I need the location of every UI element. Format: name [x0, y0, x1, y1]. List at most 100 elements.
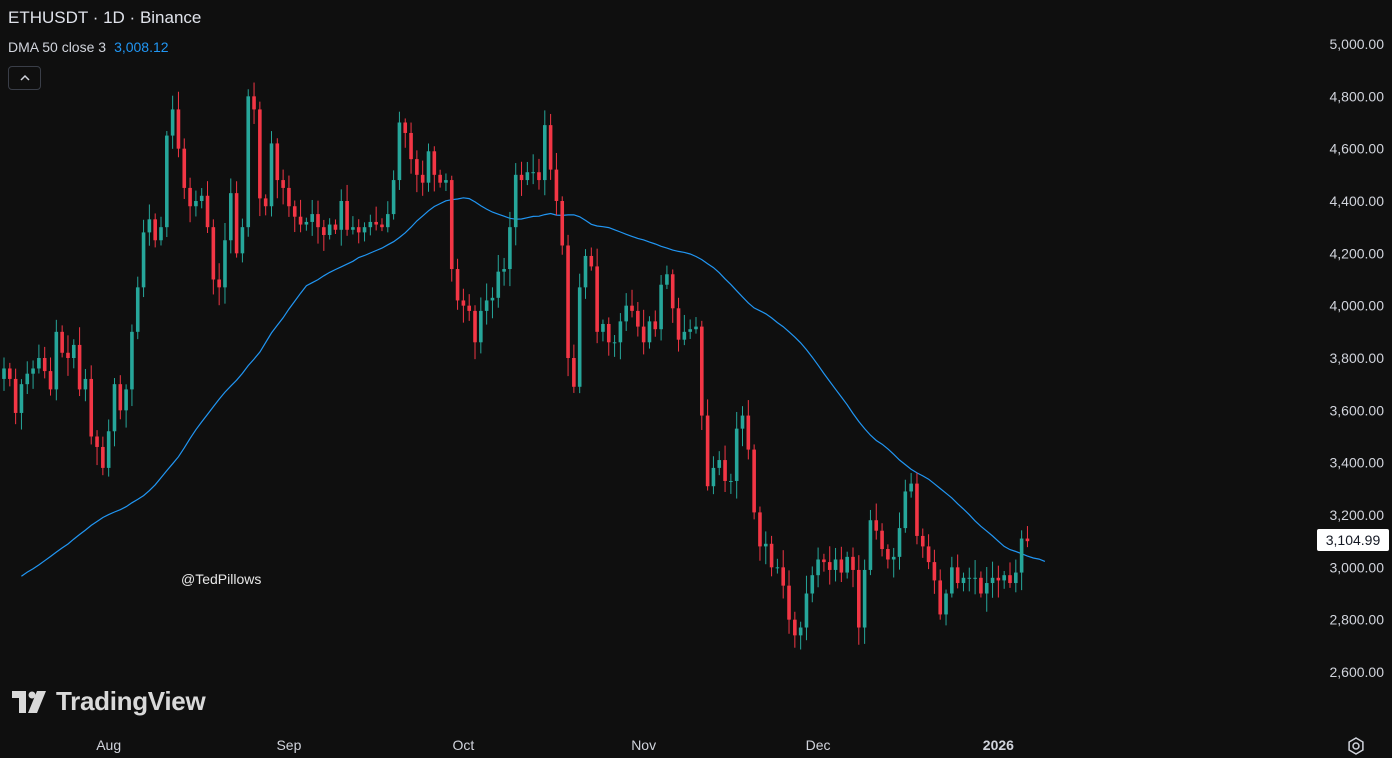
candle-up — [647, 321, 652, 343]
candle-up — [223, 240, 227, 288]
candle-down — [880, 530, 884, 550]
candle-up — [199, 195, 204, 201]
candle-up — [816, 559, 820, 576]
candle-up — [83, 378, 88, 390]
symbol-label[interactable]: ETHUSDT — [8, 8, 88, 27]
gear-icon[interactable] — [1346, 736, 1366, 756]
candle-down — [932, 562, 937, 581]
candle-up — [228, 193, 233, 241]
candle-down — [287, 187, 291, 207]
candle-up — [444, 180, 448, 183]
y-tick-label: 4,600.00 — [1330, 141, 1385, 157]
candle-up — [903, 491, 908, 529]
candle-down — [787, 585, 791, 620]
candle-up — [426, 151, 431, 183]
candle-down — [252, 96, 256, 110]
candle-up — [798, 627, 803, 636]
chevron-up-icon — [19, 74, 30, 81]
candle-up — [763, 543, 768, 547]
x-tick-label: Nov — [631, 737, 656, 753]
x-tick-label: 2026 — [983, 737, 1014, 753]
candle-down — [851, 556, 855, 570]
candle-up — [659, 284, 663, 330]
candle-down — [519, 174, 524, 181]
interval-label[interactable]: 1D — [103, 8, 125, 27]
candle-down — [432, 151, 437, 175]
candle-down — [746, 415, 751, 450]
candle-down — [316, 214, 320, 228]
candle-down — [996, 577, 1001, 581]
collapse-legend-button[interactable] — [8, 66, 41, 90]
candle-up — [1014, 572, 1018, 584]
candle-up — [170, 109, 175, 136]
candle-down — [554, 169, 559, 201]
candle-down — [822, 559, 826, 563]
candle-down — [938, 580, 943, 615]
candle-down — [752, 449, 756, 513]
candle-down — [874, 520, 879, 531]
y-tick-label: 3,600.00 — [1330, 402, 1385, 418]
candle-down — [723, 460, 727, 481]
candle-up — [711, 467, 716, 487]
y-tick-label: 4,000.00 — [1330, 298, 1385, 314]
candle-up — [385, 214, 390, 228]
candle-up — [246, 96, 251, 228]
candle-down — [66, 352, 70, 358]
candle-down — [560, 201, 565, 246]
candle-up — [502, 269, 506, 272]
y-tick-label: 4,200.00 — [1330, 245, 1385, 261]
tradingview-wordmark: TradingView — [56, 686, 206, 716]
candle-up — [665, 274, 669, 285]
candle-down — [275, 143, 280, 181]
candle-up — [54, 331, 59, 390]
candle-down — [176, 109, 181, 149]
candle-down — [839, 559, 844, 573]
candle-up — [618, 321, 623, 343]
candle-up — [775, 567, 780, 569]
chart-title: ETHUSDT · 1D · Binance — [8, 8, 202, 27]
tradingview-logo[interactable]: TradingView — [12, 686, 206, 717]
candle-down — [42, 358, 47, 372]
candle-up — [19, 384, 24, 413]
candle-up — [310, 214, 314, 222]
candle-down — [1008, 575, 1012, 584]
candle-up — [130, 331, 134, 390]
candle-down — [403, 122, 408, 133]
candle-down — [537, 172, 541, 181]
candle-up — [973, 577, 977, 579]
candle-up — [833, 559, 838, 570]
candle-up — [740, 415, 745, 429]
candle-down — [258, 109, 262, 199]
candle-up — [868, 520, 873, 570]
candle-down — [118, 384, 123, 411]
candle-down — [670, 274, 675, 309]
candle-up — [612, 342, 617, 344]
author-watermark: @TedPillows — [181, 571, 262, 587]
candle-up — [240, 227, 245, 254]
candle-down — [793, 619, 797, 636]
candle-down — [380, 224, 384, 228]
candle-down — [211, 227, 216, 280]
y-tick-label: 3,400.00 — [1330, 455, 1385, 471]
candle-up — [106, 431, 111, 468]
candle-up — [531, 172, 535, 174]
candle-down — [676, 308, 681, 340]
candle-down — [566, 245, 570, 358]
candle-up — [1002, 575, 1006, 581]
candle-up — [490, 297, 495, 301]
candle-down — [455, 269, 460, 301]
candle-down — [292, 206, 297, 217]
y-tick-label: 2,600.00 — [1330, 664, 1385, 680]
y-tick-label: 4,400.00 — [1330, 193, 1385, 209]
indicator-legend[interactable]: DMA 50 close 3 3,008.12 — [8, 39, 169, 55]
x-tick-label: Sep — [276, 737, 301, 753]
candle-up — [141, 232, 146, 288]
candle-up — [583, 255, 588, 288]
candle-up — [479, 310, 483, 343]
candle-down — [420, 174, 425, 183]
candle-up — [508, 227, 512, 270]
candle-up — [950, 567, 954, 594]
y-tick-label: 4,800.00 — [1330, 88, 1385, 104]
candle-down — [89, 378, 94, 437]
